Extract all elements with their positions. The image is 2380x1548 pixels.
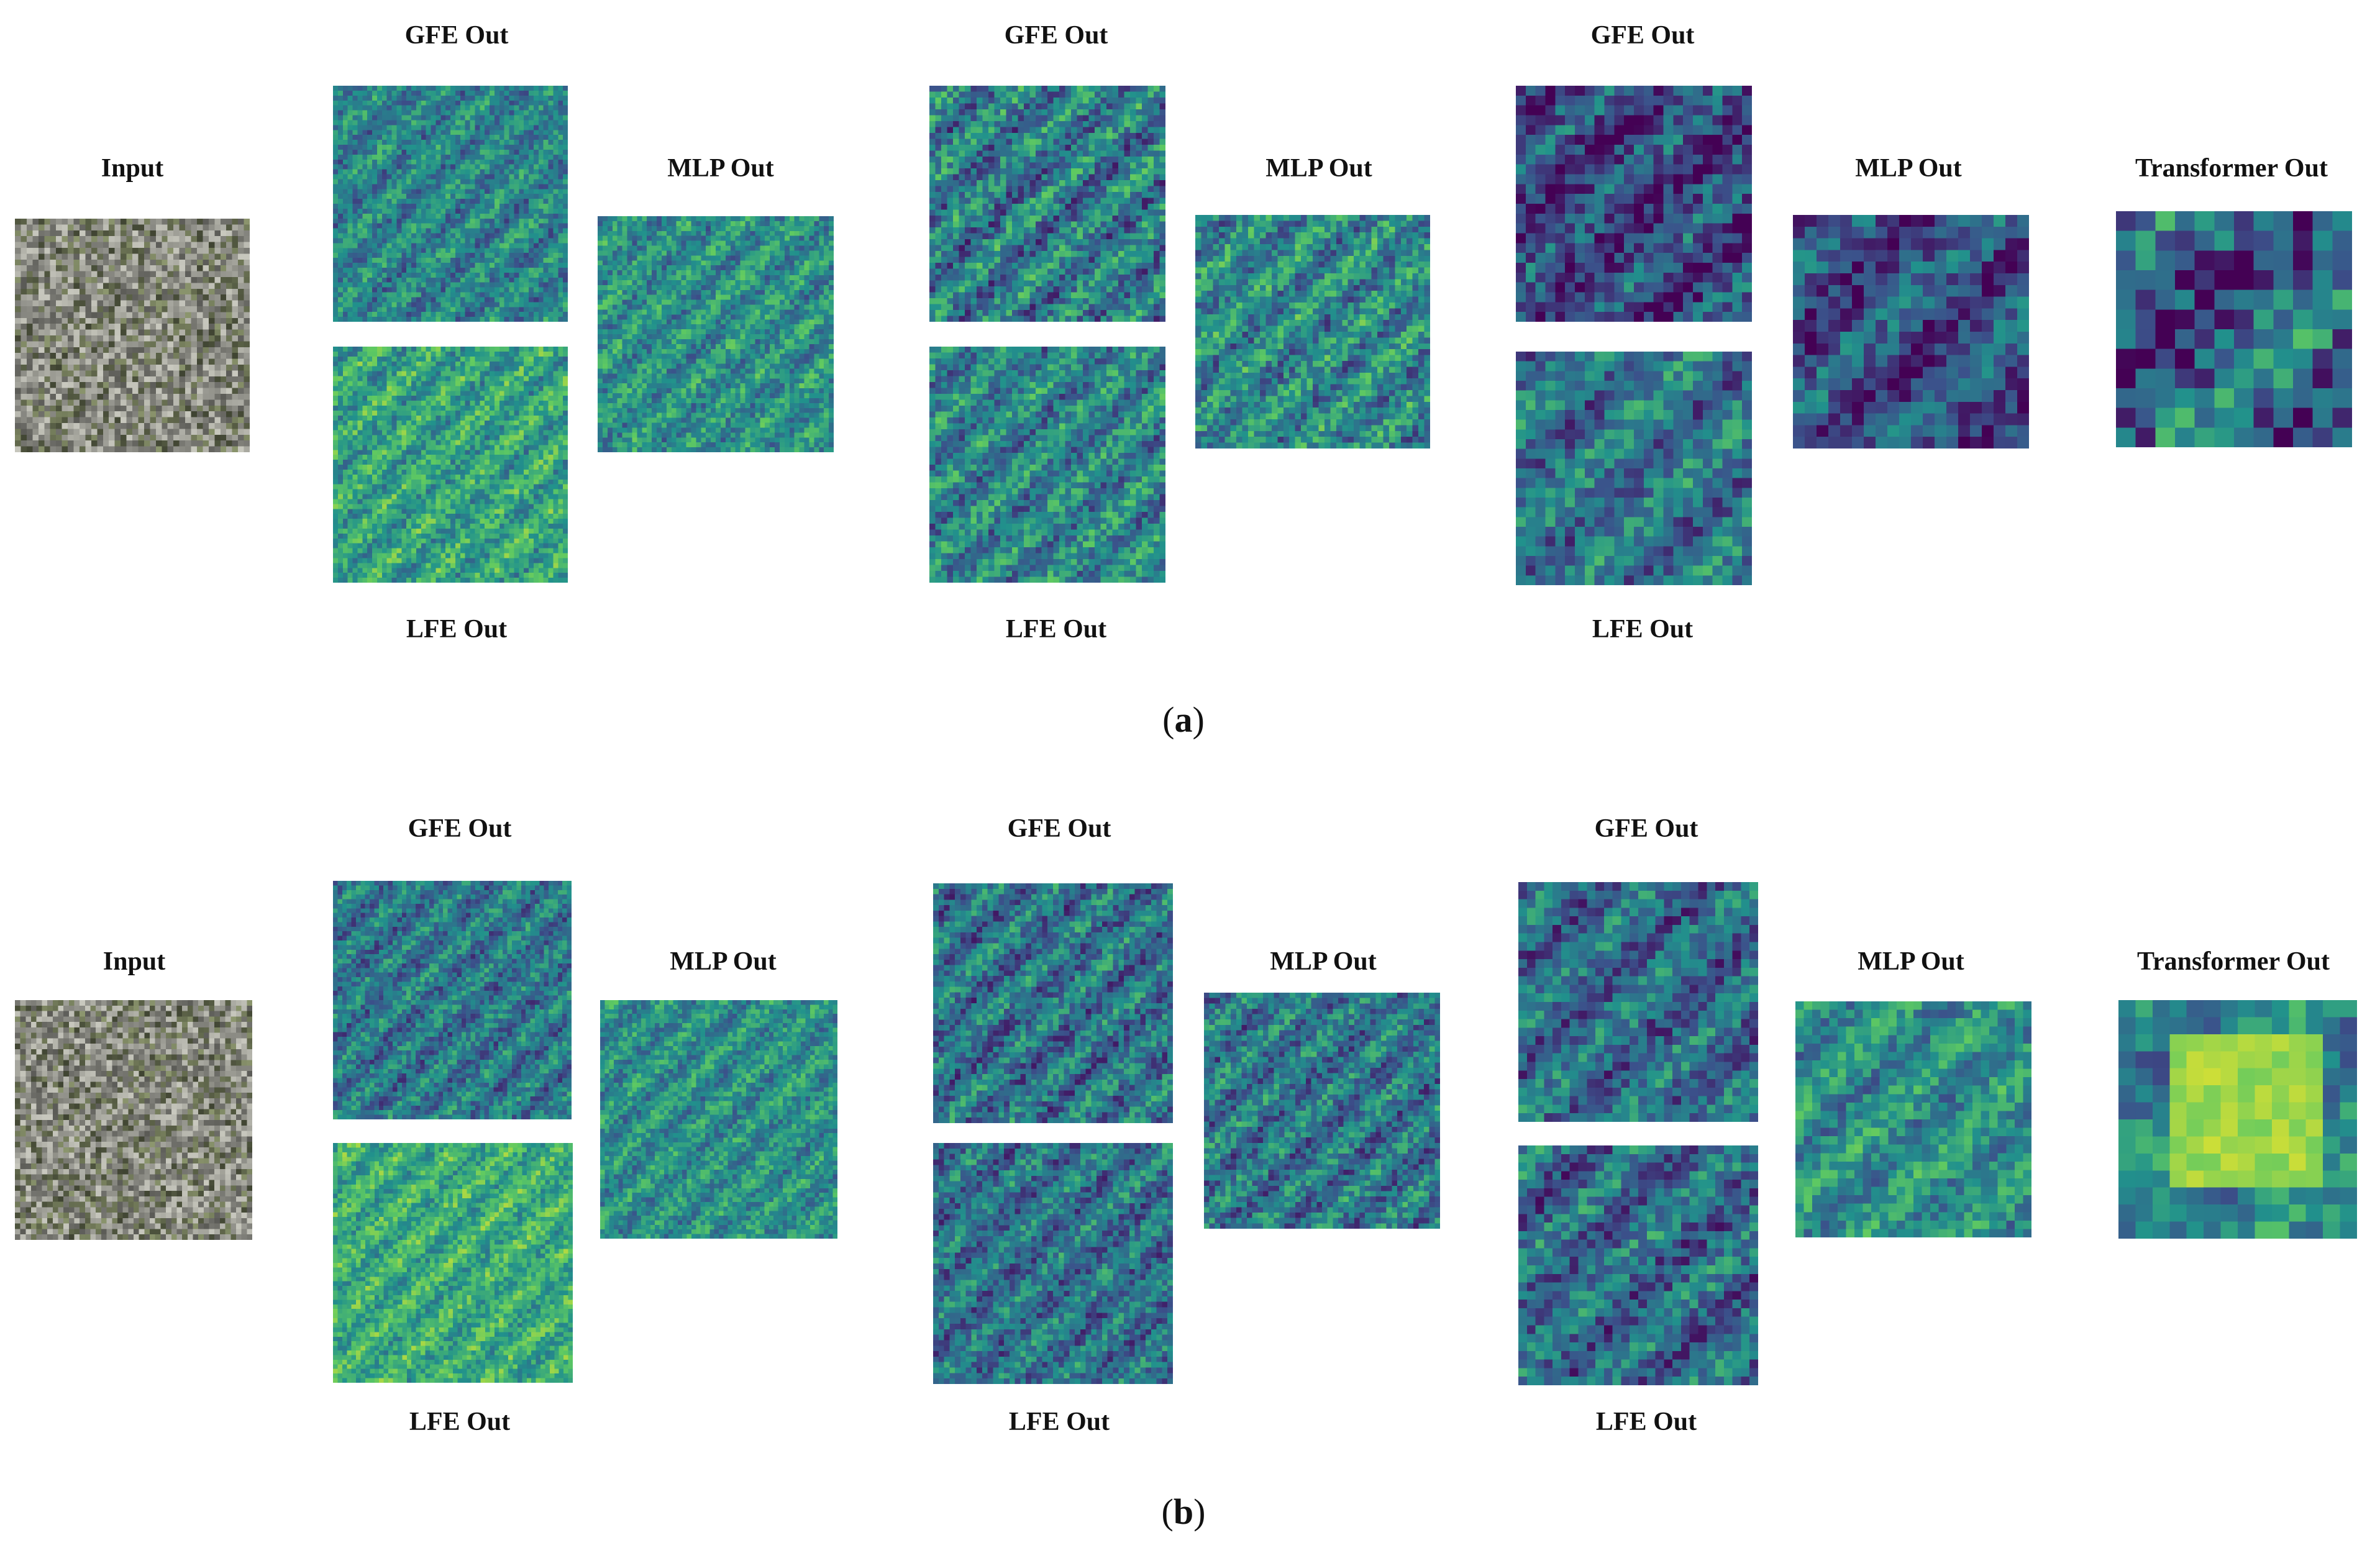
panel-b-stage1-lfe-label: LFE Out (409, 1409, 510, 1435)
panel-a-transformer-map (2116, 211, 2352, 447)
panel-b-stage3-mlp-label: MLP Out (1858, 949, 1964, 975)
panel-b-stage1-gfe-label: GFE Out (408, 816, 512, 842)
panel-a-stage3-mlp-label: MLP Out (1855, 155, 1962, 181)
panel-b-stage2-lfe-map (933, 1143, 1173, 1384)
panel-a-stage1-gfe-map (333, 86, 568, 322)
panel-b-input-image (15, 1000, 252, 1240)
panel-a-input-label: Input (101, 155, 163, 181)
panel-a-stage1-gfe-label: GFE Out (405, 22, 509, 48)
panel-a-stage2-lfe-label: LFE Out (1006, 616, 1106, 642)
panel-b-stage2-mlp-label: MLP Out (1270, 949, 1377, 975)
panel-a-stage2-mlp-map (1195, 215, 1430, 448)
panel-a-stage3-lfe-map (1516, 352, 1752, 585)
panel-b-transformer-map (2118, 1000, 2357, 1239)
panel-a-caption: (a) (1162, 702, 1205, 738)
panel-b-stage3-lfe-label: LFE Out (1596, 1409, 1697, 1435)
panel-b-stage2-gfe-label: GFE Out (1008, 816, 1111, 842)
panel-a-stage2-lfe-map (929, 347, 1165, 583)
panel-b-stage1-mlp-map (600, 1000, 837, 1239)
panel-a-stage3-gfe-label: GFE Out (1591, 22, 1695, 48)
panel-a-stage1-lfe-map (333, 347, 568, 583)
panel-b-transformer-label: Transformer Out (2137, 949, 2330, 975)
panel-b-stage3-lfe-map (1518, 1145, 1758, 1385)
panel-b-stage1-gfe-map (333, 881, 572, 1119)
panel-b-stage3-gfe-label: GFE Out (1595, 816, 1698, 842)
panel-a-stage1-lfe-label: LFE Out (406, 616, 507, 642)
panel-a-transformer-label: Transformer Out (2135, 155, 2328, 181)
panel-b-stage3-gfe-map (1518, 882, 1758, 1122)
panel-b-stage1-mlp-label: MLP Out (670, 949, 777, 975)
panel-a-stage3-gfe-map (1516, 86, 1752, 322)
panel-a-stage2-gfe-map (929, 86, 1165, 322)
panel-a-stage1-mlp-map (598, 216, 834, 452)
panel-a-stage3-mlp-map (1793, 215, 2029, 448)
panel-b-stage2-gfe-map (933, 883, 1173, 1123)
panel-a-stage3-lfe-label: LFE Out (1592, 616, 1693, 642)
panel-a-stage2-gfe-label: GFE Out (1005, 22, 1108, 48)
panel-b-stage2-lfe-label: LFE Out (1009, 1409, 1110, 1435)
panel-b-caption: (b) (1162, 1494, 1206, 1530)
panel-a-input-image (15, 219, 250, 452)
panel-a-stage1-mlp-label: MLP Out (667, 155, 774, 181)
panel-b-stage1-lfe-map (333, 1143, 573, 1383)
panel-b-stage2-mlp-map (1204, 993, 1440, 1229)
panel-b-input-label: Input (103, 949, 165, 975)
panel-a-stage2-mlp-label: MLP Out (1265, 155, 1372, 181)
panel-b-stage3-mlp-map (1795, 1001, 2031, 1237)
